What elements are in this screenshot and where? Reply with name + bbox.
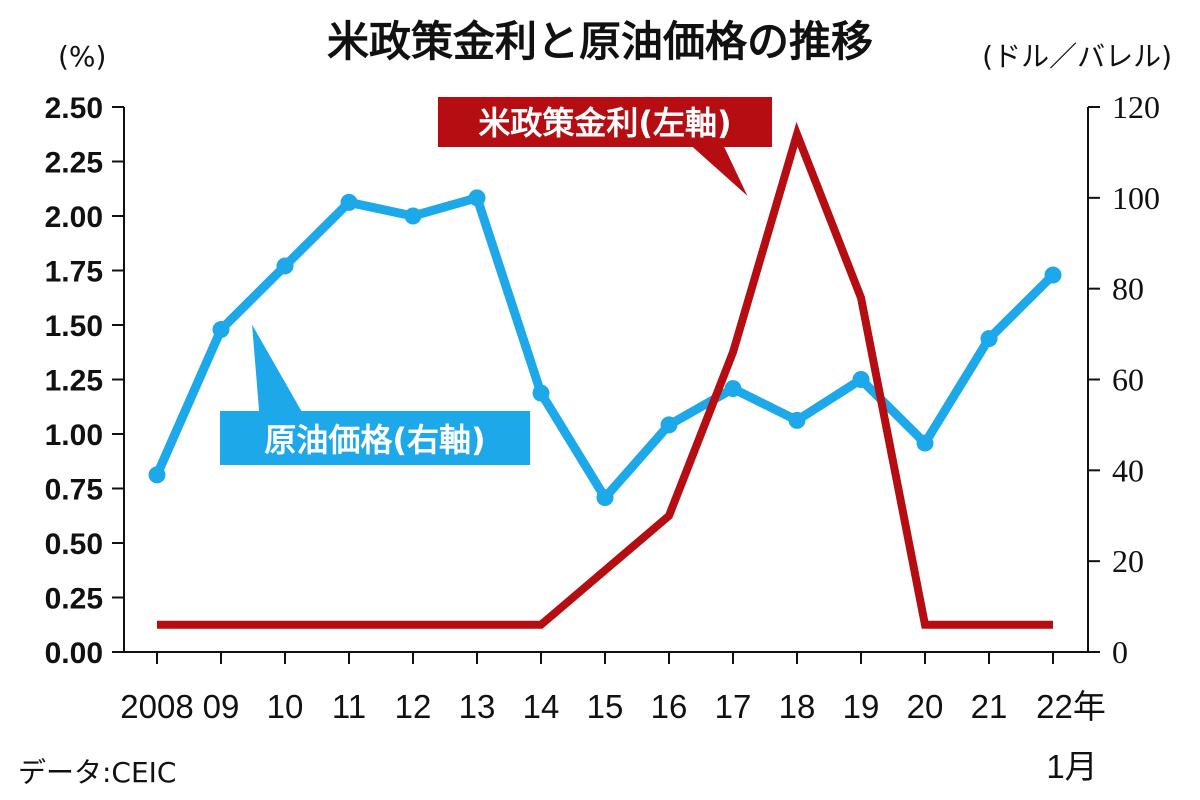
x-tick-label: 16: [651, 688, 688, 725]
right-tick-label: 20: [1112, 543, 1144, 579]
callout-oil-pointer: [248, 317, 309, 418]
oil-price-point: [532, 384, 550, 402]
right-tick-label: 40: [1112, 452, 1144, 488]
oil-price-point: [980, 330, 998, 348]
oil-price-point: [276, 257, 294, 275]
left-tick-label: 1.50: [45, 310, 103, 343]
callout-rate-pointer: [682, 141, 754, 204]
oil-price-point: [660, 416, 678, 434]
left-tick-label: 0.75: [45, 474, 103, 507]
x-tick-label: 17: [715, 688, 752, 725]
right-tick-label: 120: [1112, 89, 1160, 125]
left-tick-label: 0.00: [45, 637, 103, 670]
policy-rate-line: [157, 121, 1053, 629]
x-tick-label: 11: [332, 688, 366, 725]
x-tick-label: 18: [779, 688, 816, 725]
left-tick-label: 1.75: [45, 256, 103, 289]
callout-rate-box: [438, 97, 772, 147]
x-tick-label: 21: [971, 688, 1008, 725]
left-tick-label: 2.00: [45, 201, 103, 234]
right-tick-label: 0: [1112, 634, 1128, 670]
callout-oil-label: 原油価格(右軸): [264, 421, 485, 459]
right-tick-label: 60: [1112, 362, 1144, 398]
oil-price-point: [852, 371, 870, 388]
left-tick-label: 2.50: [45, 92, 103, 125]
x-tick-label: 20: [907, 688, 944, 725]
oil-price-point: [724, 380, 742, 398]
series-layer: [148, 121, 1062, 629]
oil-price-point: [788, 411, 806, 429]
x-tick-label: 22年: [1036, 688, 1106, 725]
x-tick-label: 14: [523, 688, 560, 725]
x-tick-label: 10: [267, 688, 304, 725]
oil-price-point: [212, 321, 230, 339]
oil-price-point: [148, 466, 166, 484]
chart-title: 米政策金利と原油価格の推移: [327, 17, 873, 66]
oil-price-point: [468, 189, 486, 207]
left-tick-label: 0.25: [45, 583, 103, 616]
callout-rate: 米政策金利(左軸): [438, 97, 772, 204]
left-tick-label: 0.50: [45, 528, 103, 561]
left-tick-label: 2.25: [45, 147, 103, 180]
callout-oil: 原油価格(右軸): [220, 317, 530, 465]
oil-price-point: [1044, 266, 1062, 284]
x-axis-month-note: 1月: [1046, 748, 1097, 785]
oil-price-point: [404, 207, 422, 225]
x-axis-ticks: 2008 09 10 11 12 13 14 15 16 17 18 19 20 21 22年: [120, 652, 1106, 725]
oil-price-point: [340, 193, 358, 211]
x-tick-label: 13: [459, 688, 496, 725]
x-tick-label: 15: [587, 688, 624, 725]
right-axis-ticks: 0 20 40 60 80 100 120: [1088, 89, 1160, 670]
left-tick-label: 1.00: [45, 419, 103, 452]
oil-price-point: [916, 434, 934, 452]
left-axis-unit: (%): [58, 40, 106, 73]
x-tick-label: 12: [395, 688, 432, 725]
left-axis-ticks: 0.00 0.25 0.50 0.75 1.00 1.25 1.50 1.75 2.00 2.25…: [45, 92, 124, 670]
callout-rate-label: 米政策金利(左軸): [478, 104, 731, 142]
right-tick-label: 80: [1112, 271, 1144, 307]
x-tick-label: 19: [843, 688, 880, 725]
source-note: データ:CEIC: [18, 756, 177, 789]
left-tick-label: 1.25: [45, 365, 103, 398]
x-tick-label: 09: [203, 688, 240, 725]
callout-oil-box: [220, 411, 530, 465]
oil-price-point: [596, 489, 614, 507]
right-tick-label: 100: [1112, 180, 1160, 216]
x-tick-label: 2008: [120, 688, 193, 725]
right-axis-unit: (ドル／バレル): [982, 40, 1172, 73]
